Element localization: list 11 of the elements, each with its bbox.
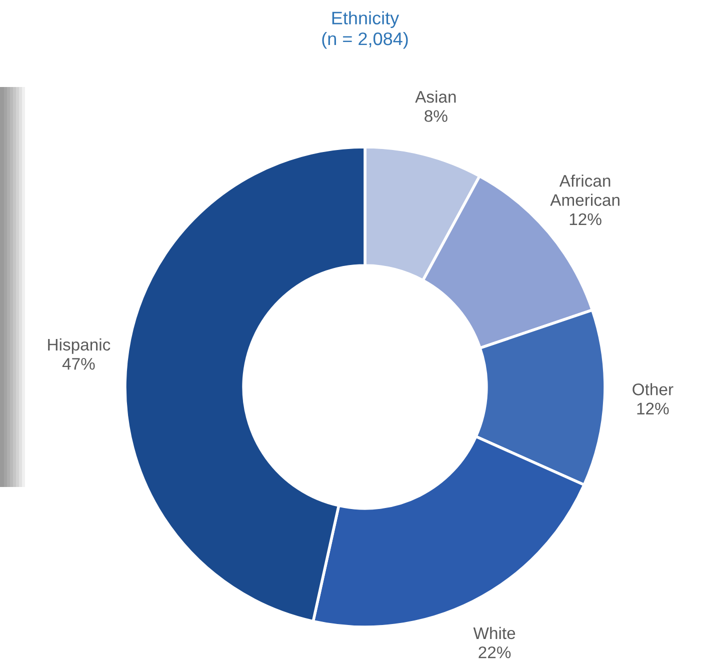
data-label: 8% [424,110,448,122]
slice-label: Other [632,383,674,396]
data-label: 12% [570,213,602,226]
slice-label: White [473,626,516,640]
data-label: 22% [478,646,511,658]
slice-label: Hispanic [48,338,110,354]
slice-label: Asian [415,90,456,103]
data-label: 12% [637,402,669,414]
slice-label: African American [550,174,620,206]
chart-title: Ethnicity (n = 2,084) [322,11,408,49]
data-label: 47% [62,358,95,370]
